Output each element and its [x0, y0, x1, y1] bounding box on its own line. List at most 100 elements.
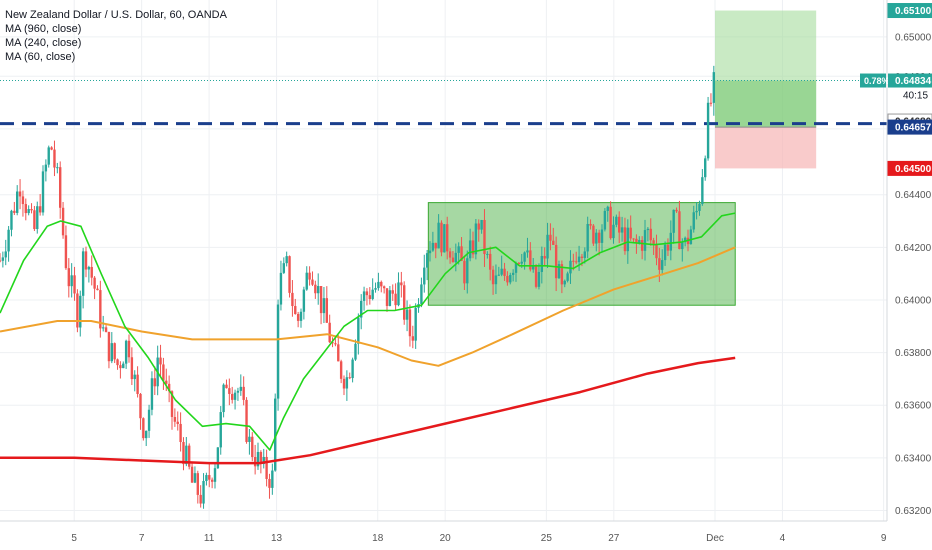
chart-legend: New Zealand Dollar / U.S. Dollar, 60, OA…: [5, 8, 227, 64]
candle-down: [291, 292, 294, 307]
candle-down: [460, 246, 463, 261]
candle-down: [658, 258, 661, 270]
candle-down: [64, 235, 68, 269]
candle-down: [623, 227, 627, 252]
candle-down: [67, 268, 71, 287]
candle-up: [425, 253, 429, 268]
candle-down: [549, 234, 552, 241]
price-axis-tick-label: 0.63600: [895, 401, 932, 412]
price-label-text: 0.64657: [895, 123, 932, 134]
candle-down: [231, 393, 234, 400]
candle-down: [348, 377, 351, 379]
candle-up: [692, 212, 695, 230]
candle-down: [560, 264, 564, 285]
candle-down: [50, 147, 53, 150]
candle-up: [124, 340, 128, 364]
candle-down: [242, 386, 245, 400]
candle-down: [188, 445, 191, 467]
candle-down: [33, 210, 36, 230]
candle-up: [110, 343, 114, 362]
candle-up: [566, 273, 569, 281]
candle-down: [142, 418, 145, 439]
price-label-badge: [887, 160, 932, 176]
candle-up: [523, 252, 526, 262]
candle-up: [4, 251, 7, 258]
candle-down: [575, 261, 578, 263]
candle-up: [643, 230, 647, 251]
candle-up: [577, 256, 581, 263]
candle-up: [193, 473, 197, 483]
candle-up: [563, 280, 566, 285]
time-axis-tick-label: 20: [440, 533, 452, 544]
candle-down: [311, 279, 314, 285]
candle-up: [371, 289, 374, 299]
candle-up: [81, 251, 85, 296]
candle-down: [90, 266, 93, 278]
candle-up: [532, 264, 535, 270]
candle-up: [362, 291, 366, 301]
candle-down: [440, 222, 443, 253]
candle-down: [99, 290, 102, 329]
ma960-line: [0, 356, 736, 465]
candle-down: [325, 298, 329, 323]
candle-up: [202, 480, 205, 504]
candle-up: [133, 374, 136, 380]
candle-up: [480, 219, 483, 230]
candle-down: [678, 211, 681, 250]
legend-ma960[interactable]: MA (960, close): [5, 23, 82, 35]
candle-down: [635, 238, 638, 243]
candle-up: [36, 206, 39, 230]
candle-down: [173, 416, 177, 422]
candle-down: [196, 473, 200, 495]
candle-down: [296, 313, 300, 321]
candle-up: [595, 232, 598, 244]
candle-up: [279, 272, 283, 305]
candle-up: [388, 290, 392, 306]
candle-down: [116, 359, 119, 366]
candle-up: [600, 229, 604, 243]
candle-down: [489, 253, 492, 270]
candle-down: [609, 206, 612, 239]
candle-up: [27, 209, 30, 214]
candle-down: [73, 275, 76, 294]
candle-up: [354, 343, 357, 360]
candle-up: [122, 363, 125, 369]
candle-up: [683, 237, 687, 243]
candle-up: [150, 378, 154, 410]
price-axis-tick-label: 0.63800: [895, 348, 932, 359]
candle-down: [294, 306, 297, 314]
price-label-text: 0.65100: [895, 6, 932, 17]
candle-down: [554, 244, 558, 279]
countdown-badge: [888, 88, 932, 102]
candle-down: [176, 421, 179, 424]
candle-up: [514, 262, 518, 273]
candle-up: [569, 260, 572, 274]
candle-down: [446, 224, 449, 252]
candle-up: [374, 288, 377, 290]
current-price-text: 0.64834: [895, 76, 932, 87]
candle-down: [380, 281, 383, 287]
candle-up: [540, 255, 544, 272]
candle-down: [253, 457, 257, 467]
candle-down: [38, 206, 42, 213]
candle-up: [274, 398, 277, 471]
long-position-open-pnl: [714, 80, 817, 128]
candle-down: [259, 451, 263, 465]
candle-up: [606, 206, 609, 211]
candle-up: [537, 271, 541, 287]
candle-up: [669, 232, 673, 251]
candle-up: [256, 451, 260, 467]
price-axis-tick-label: 0.63400: [895, 453, 932, 464]
legend-ma240[interactable]: MA (240, close): [5, 37, 82, 49]
legend-ma60[interactable]: MA (60, close): [5, 51, 76, 63]
candle-down: [130, 357, 134, 380]
candle-down: [491, 269, 495, 285]
candle-up: [216, 447, 220, 469]
candle-down: [618, 216, 621, 233]
candle-up: [511, 272, 515, 275]
candle-up: [706, 102, 710, 159]
candle-down: [268, 478, 271, 488]
candle-up: [457, 246, 460, 253]
time-axis-tick-label: 9: [881, 533, 887, 544]
